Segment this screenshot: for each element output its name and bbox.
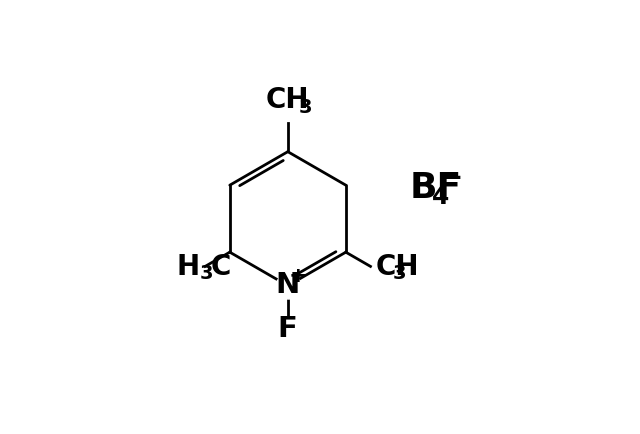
Text: F: F	[278, 314, 298, 342]
Text: 4: 4	[432, 185, 449, 209]
Text: −: −	[440, 164, 463, 191]
Text: 3: 3	[392, 263, 406, 282]
Text: H: H	[177, 253, 200, 281]
Text: N: N	[276, 270, 300, 298]
Text: CH: CH	[376, 253, 419, 281]
Text: C: C	[210, 253, 230, 281]
Text: 3: 3	[298, 98, 312, 117]
Text: CH: CH	[266, 86, 310, 114]
Text: 3: 3	[200, 263, 214, 282]
Text: +: +	[289, 265, 307, 285]
Text: BF: BF	[410, 171, 462, 204]
